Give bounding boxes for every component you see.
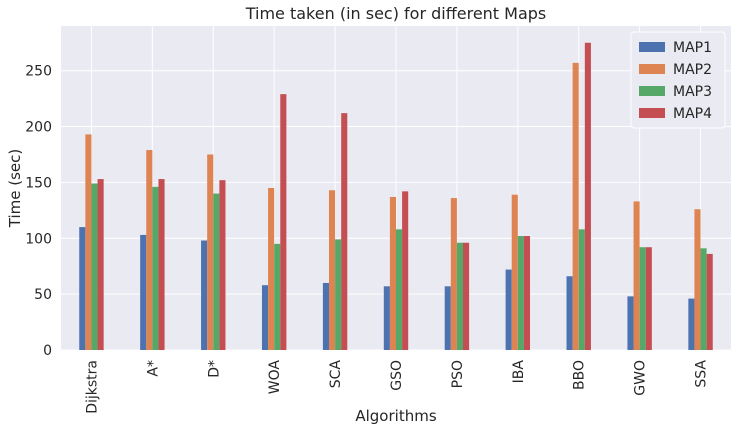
legend: MAP1 MAP2 MAP3 MAP4 <box>630 31 726 129</box>
x-tick-label: PSO <box>450 360 466 388</box>
x-tick-label: GWO <box>633 360 649 396</box>
x-tick-label: Dijkstra <box>84 360 100 414</box>
bar-map3-woa <box>274 243 281 350</box>
bar-map1-ssa <box>688 298 695 350</box>
bar-map1-d <box>201 240 208 350</box>
legend-label-map1: MAP1 <box>673 40 712 56</box>
legend-swatch-map1 <box>639 42 665 52</box>
bar-map2-bbo <box>572 62 579 351</box>
bar-map1-pso <box>444 286 451 350</box>
bar-map1-gwo <box>627 296 634 350</box>
bar-map4-woa <box>280 94 287 350</box>
legend-swatch-map3 <box>639 86 665 96</box>
bar-map4-dijkstra <box>97 179 104 350</box>
x-tick-label: SSA <box>694 360 710 388</box>
bar-map4-d <box>219 180 226 350</box>
bar-map4-a <box>158 179 165 350</box>
chart-title: Time taken (in sec) for different Maps <box>245 4 547 23</box>
x-tick-label: A* <box>145 360 161 377</box>
x-tick-label: SCA <box>328 360 344 389</box>
bar-map3-a <box>152 186 159 350</box>
bar-map4-ssa <box>706 253 713 350</box>
bar-map3-bbo <box>578 229 585 350</box>
y-tick-label: 150 <box>25 175 52 191</box>
bar-map1-bbo <box>566 276 573 350</box>
bar-map3-pso <box>456 242 464 350</box>
bar-map2-d <box>207 154 214 350</box>
bar-map3-iba <box>517 236 524 350</box>
y-tick-labels: 0 50 100 150 200 250 <box>25 64 52 359</box>
y-tick-label: 0 <box>43 343 52 359</box>
bar-map2-a <box>146 150 153 350</box>
bar-map2-sca <box>328 190 336 350</box>
bar-map1-iba <box>505 269 512 350</box>
bar-map4-pso <box>463 242 470 350</box>
legend-label-map2: MAP2 <box>673 62 712 78</box>
y-tick-label: 50 <box>34 287 52 303</box>
bar-map1-sca <box>322 282 329 350</box>
x-tick-label: GSO <box>389 360 405 391</box>
x-tick-label: WOA <box>267 360 283 395</box>
bar-map2-gwo <box>633 201 640 350</box>
bar-map2-dijkstra <box>85 134 92 350</box>
legend-label-map4: MAP4 <box>673 106 712 122</box>
bar-map2-woa <box>268 188 275 350</box>
bar-map1-dijkstra <box>79 227 86 350</box>
bar-map3-sca <box>335 239 342 350</box>
bar-map1-gso <box>383 286 390 350</box>
bars <box>79 42 713 351</box>
bar-map3-gwo <box>639 247 646 350</box>
legend-swatch-map2 <box>639 64 665 74</box>
bar-map3-d <box>213 193 220 350</box>
bar-map3-ssa <box>700 248 707 350</box>
bar-map4-gwo <box>645 247 652 350</box>
x-tick-label: BBO <box>572 360 588 390</box>
x-tick-label: D* <box>206 360 222 378</box>
bar-map2-pso <box>450 198 457 350</box>
bar-map2-iba <box>511 194 518 350</box>
x-tick-labels: Dijkstra A* D* WOA SCA GSO PSO IBA BBO GWO SSA <box>84 360 709 414</box>
bar-map4-sca <box>341 113 348 350</box>
bar-map4-iba <box>523 236 531 350</box>
y-tick-label: 100 <box>25 231 52 247</box>
legend-box <box>630 31 726 129</box>
legend-label-map3: MAP3 <box>673 84 712 100</box>
y-tick-label: 200 <box>25 120 52 136</box>
x-axis-label: Algorithms <box>355 407 436 425</box>
bar-map1-woa <box>261 285 269 350</box>
bar-map2-ssa <box>694 209 701 350</box>
bar-map3-gso <box>396 229 403 350</box>
bar-map1-a <box>140 234 147 350</box>
bar-map4-gso <box>402 191 409 350</box>
y-tick-label: 250 <box>25 64 52 80</box>
bar-map2-gso <box>389 196 396 350</box>
x-tick-label: IBA <box>511 360 527 384</box>
bar-map4-bbo <box>584 42 591 351</box>
y-axis-label: Time (sec) <box>6 149 24 228</box>
legend-swatch-map4 <box>639 108 665 118</box>
bar-map3-dijkstra <box>91 183 98 350</box>
